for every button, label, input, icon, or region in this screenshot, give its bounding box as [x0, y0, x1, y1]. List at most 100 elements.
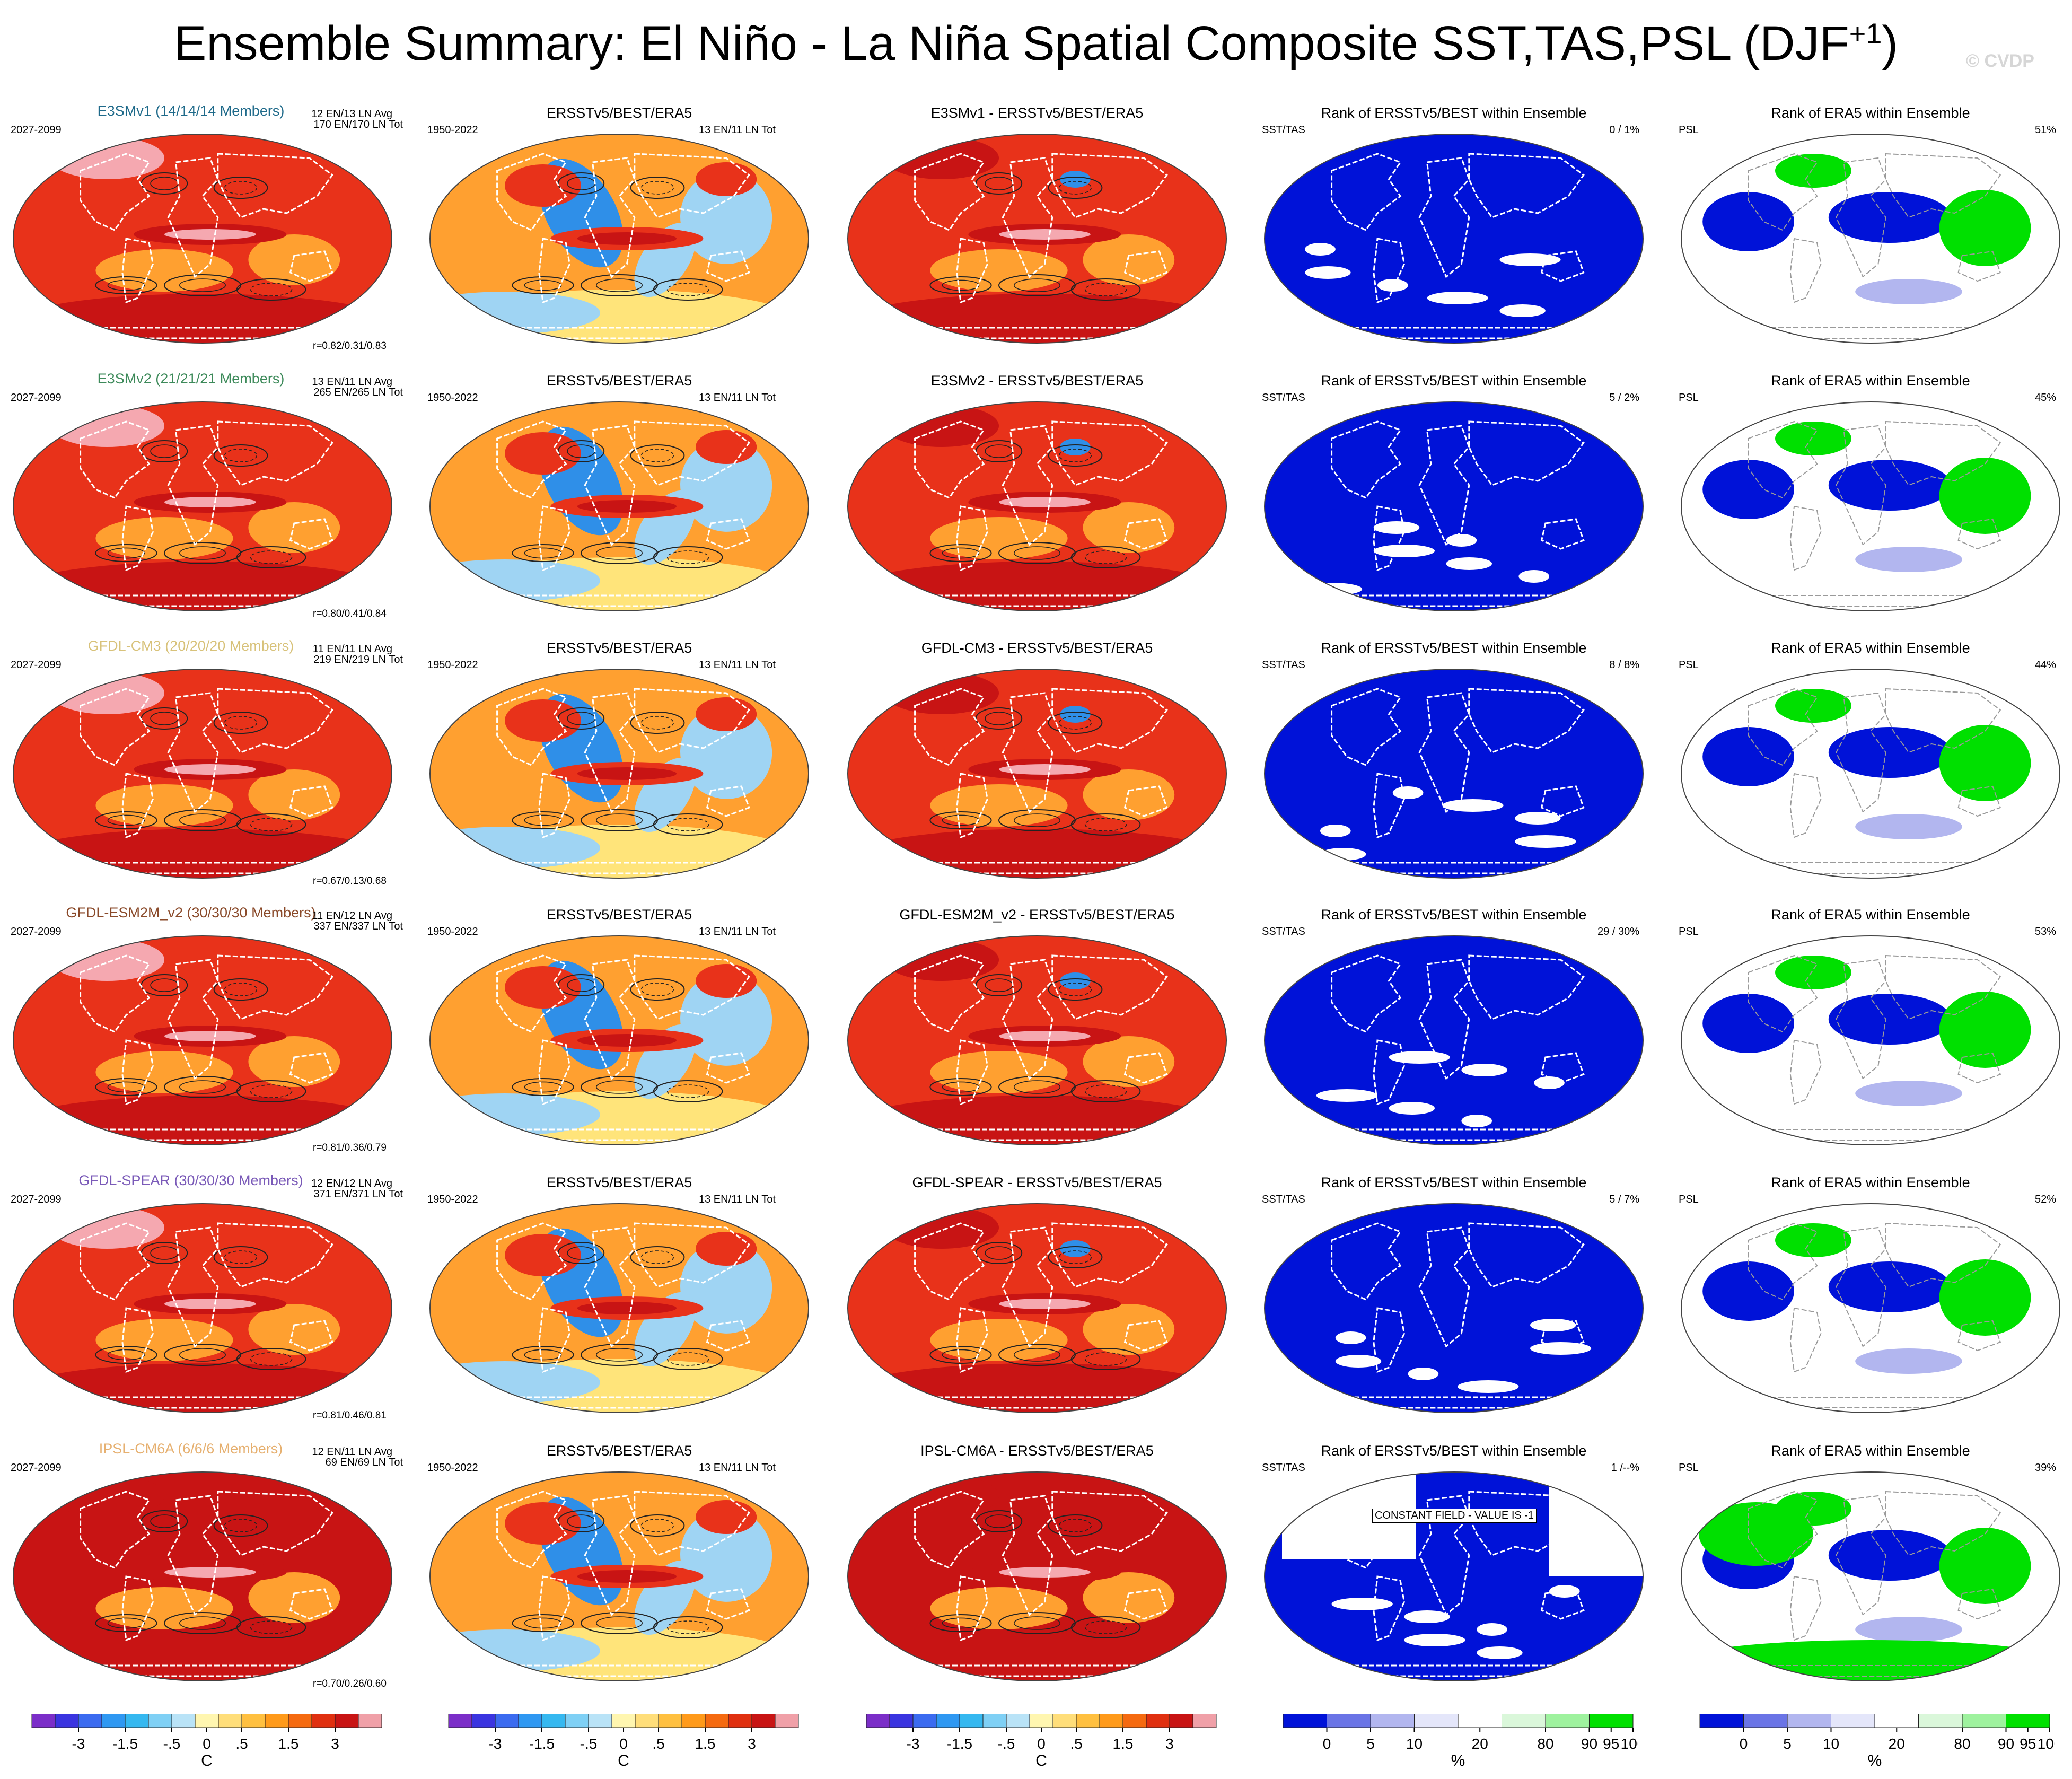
colorbar-bin — [1122, 1714, 1147, 1728]
slp-contour — [250, 550, 293, 564]
enso-core — [999, 764, 1091, 775]
map-border — [13, 1203, 392, 1413]
enso-core — [999, 1567, 1091, 1578]
model-map-4 — [13, 1203, 392, 1413]
slp-contour — [942, 814, 980, 826]
warm-anomaly — [1083, 1572, 1175, 1623]
colorbar-tick-label: 80 — [1954, 1736, 1970, 1752]
map-border — [847, 935, 1227, 1145]
slp-contour — [164, 274, 241, 296]
land-outline-3 — [1885, 1491, 2001, 1556]
land-outline-4 — [706, 1052, 750, 1084]
colorbar-tick-label: -3 — [907, 1736, 920, 1752]
land-outline-4 — [1123, 1320, 1168, 1352]
land-outline-0 — [80, 688, 151, 766]
colorbar-bin — [541, 1714, 566, 1728]
arctic-anomaly — [884, 137, 999, 179]
land-outline-4 — [1957, 1320, 2001, 1352]
rank-low-patch — [1702, 192, 1794, 251]
rank-colorbar-3: 0 5 10 20 80 90 95100% — [1283, 1714, 1638, 1769]
land-outline-4 — [289, 1320, 333, 1352]
cool-anomaly — [680, 439, 772, 532]
slp-contour — [1084, 283, 1127, 296]
rank-psl-map-1 — [1681, 401, 2060, 611]
rank-sst-percent: 0 / 1% — [1609, 124, 1639, 136]
slp-contour — [942, 1617, 980, 1629]
slp-contour — [1084, 550, 1127, 564]
rank-low-patch — [1828, 1530, 1951, 1581]
slp-contour — [179, 546, 226, 560]
land-outline-3 — [1051, 688, 1168, 753]
model-period: 2027-2099 — [11, 124, 62, 136]
land-outline-0 — [914, 153, 985, 231]
slp-contour — [581, 809, 658, 831]
ensemble-tot: 337 EN/337 LN Tot — [313, 921, 403, 932]
slp-contour — [998, 1612, 1076, 1634]
slp-contour — [1013, 1080, 1060, 1094]
obs-title: ERSSTv5/BEST/ERA5 — [546, 907, 692, 923]
arctic-anomaly — [50, 1206, 164, 1249]
cool-anomaly — [680, 706, 772, 799]
land-outline-1 — [1789, 238, 1822, 303]
enso-core — [577, 1570, 677, 1583]
difference-title: GFDL-CM3 - ERSSTv5/BEST/ERA5 — [921, 640, 1153, 656]
land-outline-2 — [584, 959, 636, 1080]
slp-contour — [640, 1250, 674, 1264]
colorbar-bin — [448, 1714, 472, 1728]
enso-core — [999, 497, 1091, 507]
rank-psl-percent: 45% — [2034, 392, 2056, 404]
land-outline-4 — [289, 518, 333, 550]
colorbar-bin — [1787, 1714, 1831, 1728]
model-label: GFDL-SPEAR (30/30/30 Members) — [78, 1172, 303, 1188]
rank-psl-map-4 — [1681, 1203, 2060, 1413]
rank-psl-percent: 53% — [2034, 926, 2056, 937]
colorbar-bin — [889, 1714, 914, 1728]
slp-contour — [236, 546, 306, 568]
slp-contour — [179, 1616, 226, 1630]
slp-contour — [595, 1080, 643, 1094]
slp-contour — [179, 278, 226, 292]
rank-psl-variable: PSL — [1679, 659, 1699, 671]
land-outline-0 — [914, 954, 985, 1033]
enso-core — [164, 497, 256, 507]
warm-anomaly — [95, 1051, 233, 1093]
obs-count: 13 EN/11 LN Tot — [699, 392, 776, 404]
colorbar-tick-label: 3 — [748, 1736, 756, 1752]
slp-contour — [666, 1084, 709, 1098]
obs-period: 1950-2022 — [427, 124, 478, 136]
rank-psl-title: Rank of ERA5 within Ensemble — [1771, 373, 1970, 389]
land-outline-1 — [956, 773, 988, 839]
ensemble-avg: 12 EN/11 LN Avg — [312, 1446, 392, 1458]
colorbar-tick-label: 0 — [1323, 1736, 1331, 1752]
rank-white-patch — [1301, 583, 1363, 595]
rank-white-patch — [1389, 1051, 1450, 1064]
land-outline-4 — [289, 1052, 333, 1084]
land-outline-0 — [1748, 688, 1818, 766]
map-border — [1264, 134, 1644, 344]
land-outline-2 — [167, 1226, 219, 1348]
rank-low-patch — [1702, 994, 1794, 1053]
arctic-anomaly — [884, 1206, 999, 1249]
enso-core — [164, 1031, 256, 1041]
slp-contour — [250, 818, 293, 831]
colorbar-bin — [1918, 1714, 1963, 1728]
slp-contour — [250, 1352, 293, 1366]
land-outline-0 — [1331, 954, 1402, 1033]
land-outline-2 — [167, 1495, 219, 1616]
slp-contour — [581, 542, 658, 564]
colorbar-bin — [171, 1714, 196, 1728]
arctic-anomaly — [884, 1475, 999, 1517]
land-outline-1 — [1373, 1307, 1405, 1373]
obs-map-1 — [429, 401, 809, 611]
colorbar-bin — [1327, 1714, 1371, 1728]
rank-sst-title: Rank of ERSSTv5/BEST within Ensemble — [1321, 907, 1587, 923]
rank-mid-patch — [1855, 279, 1962, 304]
cool-anomaly — [680, 1240, 772, 1334]
colorbar-tick-label: 1.5 — [695, 1736, 716, 1752]
rank-psl-percent: 51% — [2034, 124, 2056, 136]
land-outline-4 — [1540, 1588, 1585, 1620]
rank-low-patch — [1828, 1261, 1951, 1312]
rank-mid-patch — [1855, 547, 1962, 572]
map-border — [1264, 1203, 1644, 1413]
land-outline-2 — [1836, 157, 1886, 278]
